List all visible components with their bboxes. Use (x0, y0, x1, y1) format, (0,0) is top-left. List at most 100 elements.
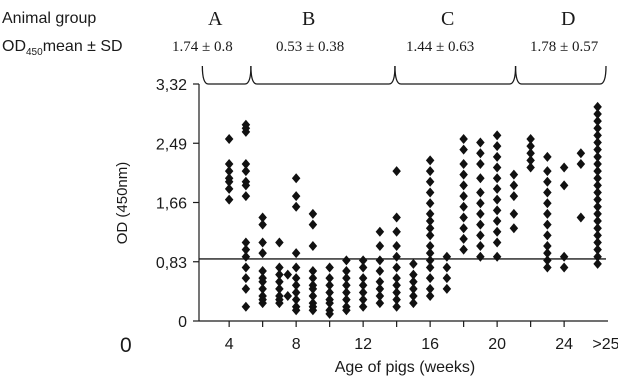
data-point (241, 283, 251, 294)
data-point (593, 194, 602, 205)
data-point (358, 262, 368, 273)
data-point (308, 291, 318, 302)
data-point (442, 262, 452, 273)
data-point (593, 208, 602, 219)
data-point (543, 241, 552, 252)
origin-zero-label: 0 (120, 334, 132, 357)
data-point (392, 294, 401, 305)
data-point (425, 208, 435, 219)
data-point (291, 294, 301, 305)
group-stat-b: 0.53 ± 0.38 (276, 39, 345, 55)
animal-group-label: Animal group (2, 10, 97, 27)
data-point (492, 162, 502, 173)
data-point (392, 301, 401, 312)
data-point (392, 166, 401, 177)
y-tick-label: 0 (178, 314, 187, 331)
data-point (492, 237, 502, 248)
data-point (275, 283, 284, 294)
data-point (543, 166, 552, 177)
data-point (325, 308, 334, 319)
data-point (325, 287, 334, 298)
data-point (593, 151, 602, 162)
data-point (392, 251, 401, 262)
y-tick-label: 0,83 (156, 255, 187, 272)
data-point (258, 283, 267, 294)
data-point (392, 241, 401, 252)
data-point (241, 244, 251, 255)
data-point (241, 273, 251, 284)
data-point (283, 269, 293, 280)
data-point (392, 262, 401, 273)
data-point (492, 141, 502, 152)
data-point (526, 133, 535, 144)
od-label-subscript: 450 (26, 47, 43, 59)
data-point (543, 248, 552, 259)
y-ticks: 0 0,83 1,66 2,49 3,32 (156, 77, 199, 331)
data-point (543, 176, 552, 187)
data-point (526, 155, 535, 166)
data-point (593, 166, 602, 177)
data-point (476, 208, 485, 219)
data-point (425, 187, 435, 198)
data-point (358, 255, 368, 266)
data-point (358, 287, 368, 298)
data-point (576, 212, 586, 223)
data-point (442, 251, 452, 262)
data-point (409, 258, 418, 269)
data-point (425, 198, 435, 209)
data-point (241, 262, 251, 273)
x-tick-label: 24 (555, 336, 573, 353)
data-point (392, 287, 401, 298)
data-point (459, 133, 468, 144)
group-letter-b: B (302, 8, 316, 30)
data-point (492, 183, 502, 194)
data-point (425, 155, 435, 166)
data-point (358, 273, 368, 284)
data-point (425, 216, 435, 227)
data-point (593, 187, 602, 198)
data-point (559, 180, 569, 191)
data-point (392, 226, 401, 237)
data-point (291, 201, 301, 212)
data-point (275, 237, 284, 248)
data-point (375, 276, 385, 287)
data-point (593, 180, 602, 191)
group-stat-d: 1.78 ± 0.57 (530, 39, 599, 55)
data-point (241, 251, 251, 262)
data-point (241, 180, 251, 191)
data-point (543, 230, 552, 241)
data-point (308, 241, 318, 252)
data-point (593, 258, 602, 269)
y-axis-label: OD (450nm) (114, 162, 131, 245)
group-brace-d (514, 65, 607, 85)
data-point (459, 180, 468, 191)
data-point (358, 280, 368, 291)
data-point (593, 237, 602, 248)
data-point (224, 176, 234, 187)
data-point (442, 283, 452, 294)
data-point (492, 194, 502, 205)
data-point (492, 151, 502, 162)
od-label-suffix: mean ± SD (42, 38, 123, 55)
data-point (291, 262, 301, 273)
data-point (241, 126, 251, 137)
data-point (492, 251, 502, 262)
data-point (375, 283, 385, 294)
data-point (425, 241, 435, 252)
data-point (509, 223, 519, 234)
data-point (258, 248, 267, 259)
data-point (291, 191, 301, 202)
data-point (492, 216, 502, 227)
data-point (459, 233, 468, 244)
data-point (442, 273, 452, 284)
data-point (375, 255, 385, 266)
group-stat-a: 1.74 ± 0.8 (172, 39, 233, 55)
data-point (509, 169, 519, 180)
data-point (258, 219, 267, 230)
data-point (476, 198, 485, 209)
data-point (593, 216, 602, 227)
data-point (409, 276, 418, 287)
data-point (593, 101, 602, 112)
data-point (593, 173, 602, 184)
data-point (576, 158, 586, 169)
